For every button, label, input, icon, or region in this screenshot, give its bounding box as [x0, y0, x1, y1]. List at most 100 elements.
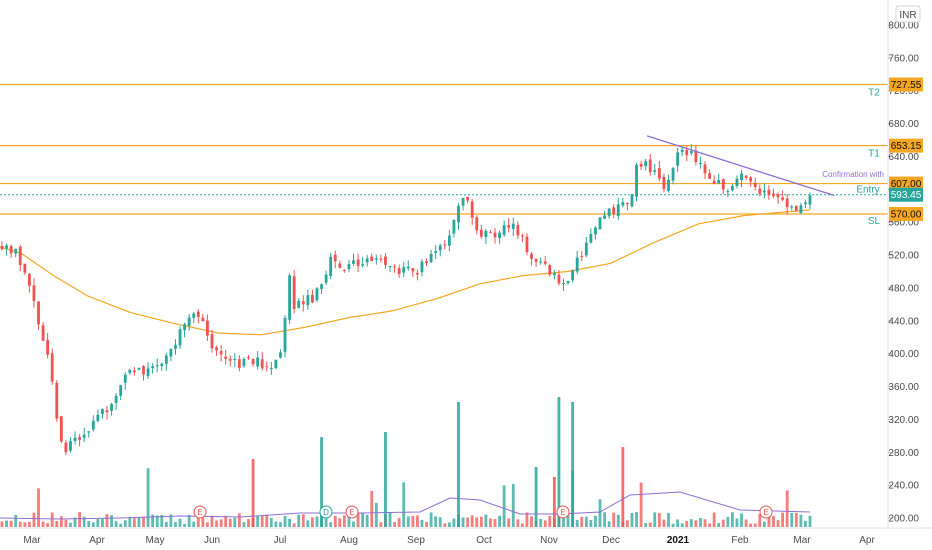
volume-bar [41, 521, 45, 527]
candle-body [361, 264, 365, 266]
volume-bar [416, 515, 419, 527]
candle-body [657, 168, 661, 179]
candle-body [416, 273, 419, 275]
volume-bar [18, 521, 22, 527]
candle-body [790, 206, 794, 208]
candle-body [425, 261, 428, 263]
volume-bar [14, 514, 18, 527]
candle-body [712, 180, 716, 184]
candle-body [123, 374, 127, 383]
volume-bar [101, 518, 104, 527]
volume-bar [575, 519, 579, 527]
candle-body [740, 173, 743, 181]
trendline[interactable]: Confirmation with [646, 135, 884, 197]
volume-bar [657, 513, 661, 527]
volume-bar [160, 514, 164, 527]
candle-body [489, 232, 492, 234]
volume-bar [772, 515, 775, 527]
volume-ma [0, 491, 811, 520]
volume-spike [571, 402, 575, 527]
y-tick-label: 320.00 [888, 415, 919, 426]
level-badge [889, 176, 923, 191]
volume-bar [466, 517, 470, 527]
candle-body [726, 191, 730, 193]
candle-body [87, 431, 91, 433]
candle-body [639, 163, 643, 167]
horizontal-levels[interactable]: T2 T1 SL Entry [0, 83, 888, 227]
volume-bar [274, 521, 278, 527]
candle-body [630, 194, 634, 207]
candle-body [753, 182, 757, 188]
volume-bar [516, 519, 520, 527]
candle-body [648, 159, 652, 173]
candle-body [151, 366, 155, 369]
volume-bar [46, 523, 50, 527]
level-badge-text: 607.00 [891, 179, 922, 190]
x-tick-label: Mar [793, 535, 811, 546]
candle-body [41, 325, 45, 341]
volume-bar [671, 523, 675, 527]
volume-bar [247, 519, 250, 527]
candle-body [694, 150, 698, 163]
volume-bar [137, 517, 141, 527]
candle-body [219, 350, 223, 355]
price-axis[interactable]: 800.00760.00720.00680.00640.00600.00560.… [888, 21, 919, 525]
level-tag: T1 [868, 149, 880, 160]
volume-bar [730, 512, 734, 527]
candle-body [703, 164, 707, 174]
volume-bar [607, 521, 611, 527]
volume-bar [283, 516, 287, 527]
volume-spike [457, 402, 460, 527]
volume-spike [384, 432, 387, 527]
volume-bar [50, 512, 54, 527]
volume-bar [735, 518, 739, 527]
volume-bar [721, 519, 725, 527]
volume-bar [438, 517, 442, 527]
volume-bar [37, 488, 40, 527]
price-badges: 727.55 653.15 607.00 570.00 593.45 [889, 77, 923, 221]
volume-bar [507, 518, 511, 527]
candle-body [18, 246, 22, 266]
candle-body [785, 198, 789, 208]
candle-body [132, 370, 136, 373]
volume-bar [411, 516, 415, 527]
volume-bar [420, 519, 424, 527]
candle-body [767, 189, 771, 196]
candle-body [269, 368, 273, 370]
candle-body [502, 225, 506, 235]
volume-bar [785, 490, 789, 527]
candle-body [50, 353, 54, 382]
event-marker-label: E [763, 508, 768, 517]
candle-body [635, 164, 638, 197]
time-axis[interactable]: Mar Apr May Jun Jul Aug Sep Oct Nov Dec 2021 Feb Mar… [0, 527, 932, 546]
volume-bar [269, 518, 273, 527]
currency-box [895, 5, 921, 23]
volume-bar [379, 522, 383, 527]
volume-bar [219, 519, 223, 527]
candle-body [251, 358, 255, 365]
currency-label[interactable]: INR [895, 5, 921, 23]
volume-bar [9, 520, 13, 527]
volume-bar [539, 518, 543, 527]
volume-bar [712, 512, 716, 527]
volume-spike [557, 397, 561, 527]
candle-body [598, 217, 602, 230]
candle-body [758, 188, 762, 194]
volume-bar [333, 515, 337, 527]
candle-body [447, 235, 451, 246]
volume-bar [292, 523, 296, 527]
current-price-badge [889, 187, 923, 202]
candle-body [402, 267, 406, 273]
resistance-trendline[interactable] [646, 135, 835, 197]
volume-bar [146, 468, 150, 527]
volume-bar [443, 523, 447, 527]
volume-bar [680, 523, 684, 527]
volume-bar [174, 522, 177, 527]
volume-bar [676, 519, 680, 527]
candle-body [14, 248, 18, 254]
level-badge-text: 653.15 [891, 141, 922, 152]
volume-bar [347, 514, 351, 527]
volume-bar [648, 522, 652, 527]
